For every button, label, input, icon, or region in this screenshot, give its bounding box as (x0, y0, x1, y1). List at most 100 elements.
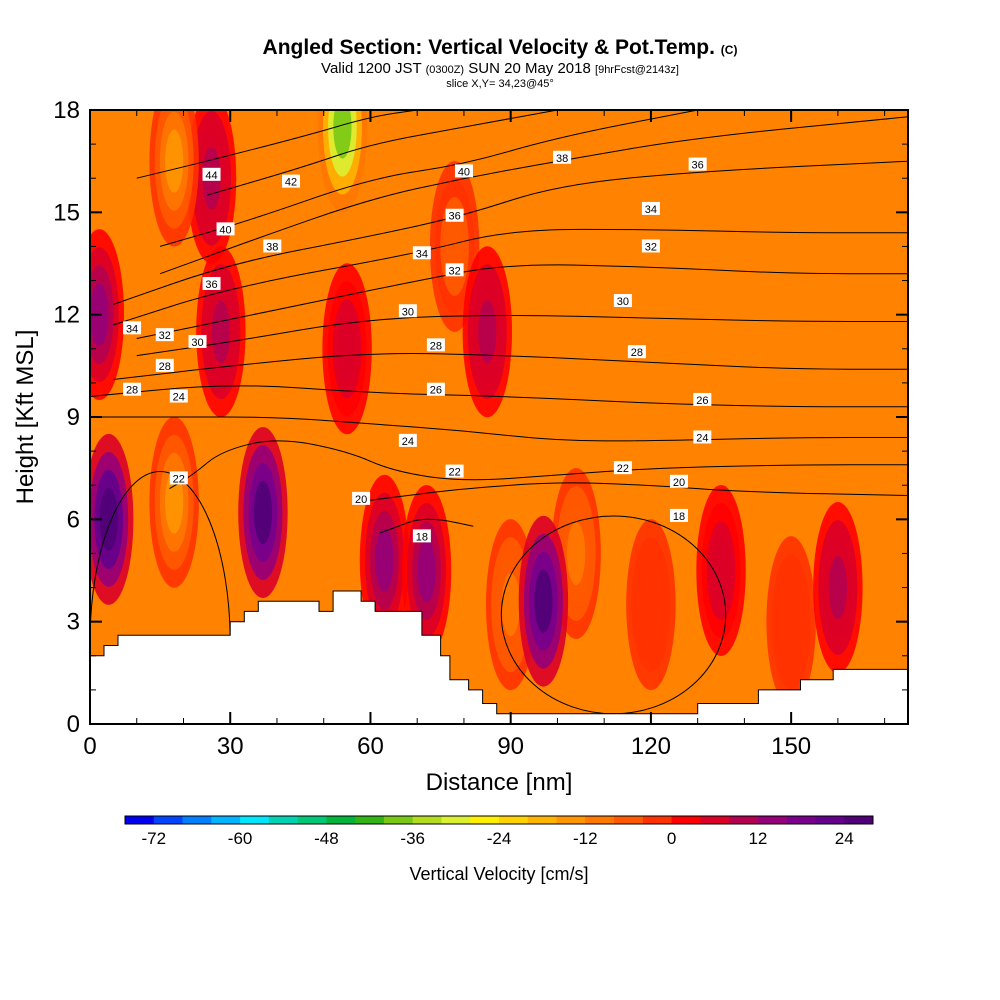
velocity-cell (165, 470, 184, 534)
isotherm-18 (379, 518, 474, 534)
isotherm-label: 22 (613, 461, 632, 475)
colorbar-swatch (614, 816, 644, 824)
velocity-cell (478, 300, 497, 364)
svg-text:38: 38 (556, 153, 568, 165)
isotherm-22 (169, 440, 908, 490)
isotherm-label: 28 (426, 338, 445, 352)
svg-text:28: 28 (430, 340, 442, 352)
velocity-cell (534, 569, 553, 633)
colorbar-swatch (844, 816, 874, 824)
svg-text:36: 36 (448, 211, 460, 223)
svg-text:18: 18 (416, 531, 428, 543)
svg-text:20: 20 (355, 494, 367, 506)
colorbar-swatch (182, 816, 212, 824)
colorbar-tick-label: -36 (400, 829, 425, 848)
svg-text:22: 22 (173, 473, 185, 485)
isotherm-label: 20 (352, 491, 371, 506)
isotherm-28 (113, 353, 908, 380)
velocity-cell (165, 129, 184, 193)
chart-title: Angled Section: Vertical Velocity & Pot.… (262, 36, 738, 59)
y-tick-label: 0 (67, 711, 80, 738)
svg-text:32: 32 (448, 265, 460, 277)
colorbar-tick-label: 12 (748, 829, 767, 848)
isotherm-label: 40 (454, 164, 473, 178)
colorbar-swatch (153, 816, 183, 824)
colorbar-tick-label: -72 (142, 829, 167, 848)
velocity-cell (828, 556, 847, 620)
isotherm-labels: 44 42 40 38 36 40 38 36 34 34 32 32 36 30 30 34 32 30 28 28… (123, 150, 712, 543)
svg-text:24: 24 (696, 432, 708, 444)
isotherm-24 (90, 416, 908, 442)
isotherm-32 (136, 264, 908, 339)
isotherm-label: 36 (202, 276, 221, 291)
colorbar-swatch (125, 816, 155, 824)
colorbar-swatch (383, 816, 414, 824)
colorbar-swatch (556, 816, 586, 824)
colorbar-swatch (211, 816, 241, 824)
isotherm-36 (113, 160, 908, 305)
svg-text:28: 28 (159, 361, 171, 373)
svg-text:24: 24 (173, 392, 185, 404)
colorbar-swatch (671, 816, 701, 824)
velocity-cell (445, 214, 464, 278)
svg-text:34: 34 (126, 323, 138, 335)
velocity-cell (711, 539, 731, 602)
colorbar-tick-label: -48 (314, 829, 339, 848)
svg-text:32: 32 (159, 330, 171, 342)
colorbar-tick-label: 24 (835, 829, 854, 848)
slice-label: slice X,Y= 34,23@45° (446, 78, 554, 90)
isotherm-26 (90, 385, 908, 408)
colorbar-swatch (585, 816, 615, 824)
colorbar-swatch (441, 816, 471, 824)
isotherm-label: 40 (216, 222, 235, 236)
colorbar-swatch (326, 816, 356, 824)
y-tick-label: 12 (53, 302, 80, 329)
isotherm-40 (159, 110, 698, 247)
svg-text:24: 24 (402, 436, 414, 448)
isotherm-label: 30 (188, 334, 207, 349)
isotherm-label: 36 (688, 157, 707, 172)
svg-text:18: 18 (673, 511, 685, 523)
isotherm-label: 34 (123, 321, 142, 335)
velocity-cell (333, 110, 352, 159)
isotherm-label: 34 (412, 246, 431, 260)
isotherm-label: 36 (445, 208, 464, 223)
isotherm-label: 18 (669, 508, 688, 523)
isotherm-20 (356, 482, 908, 503)
isotherm-label: 20 (669, 474, 688, 489)
svg-text:28: 28 (126, 385, 138, 397)
colorbar-swatch (700, 816, 730, 824)
isotherm-label: 24 (693, 430, 712, 444)
y-tick-label: 9 (67, 404, 80, 431)
velocity-cell (782, 590, 801, 654)
velocity-cell (211, 300, 230, 364)
svg-text:26: 26 (696, 395, 708, 407)
terrain (90, 590, 908, 724)
svg-text:22: 22 (617, 463, 629, 475)
svg-text:30: 30 (617, 296, 629, 308)
isotherm-label: 28 (155, 358, 174, 373)
colorbar-swatch (499, 816, 529, 824)
y-tick-label: 3 (67, 609, 80, 636)
svg-text:22: 22 (448, 467, 460, 479)
svg-text:20: 20 (673, 477, 685, 489)
svg-text:30: 30 (402, 306, 414, 318)
colorbar-swatch (815, 816, 845, 824)
y-axis-label: Height [Kft MSL] (12, 330, 39, 505)
svg-text:40: 40 (458, 166, 470, 178)
isotherm-42 (206, 110, 558, 196)
svg-text:44: 44 (205, 170, 217, 182)
svg-text:32: 32 (645, 241, 657, 253)
colorbar-swatch (240, 816, 270, 824)
svg-text:38: 38 (266, 241, 278, 253)
x-tick-label: 90 (497, 733, 524, 760)
y-tick-label: 6 (67, 506, 80, 533)
isotherm-label: 26 (693, 392, 712, 407)
svg-text:40: 40 (219, 224, 231, 236)
svg-text:34: 34 (645, 204, 657, 216)
colorbar-tick-label: -24 (487, 829, 512, 848)
svg-text:30: 30 (191, 337, 203, 349)
velocity-cell (641, 573, 661, 637)
